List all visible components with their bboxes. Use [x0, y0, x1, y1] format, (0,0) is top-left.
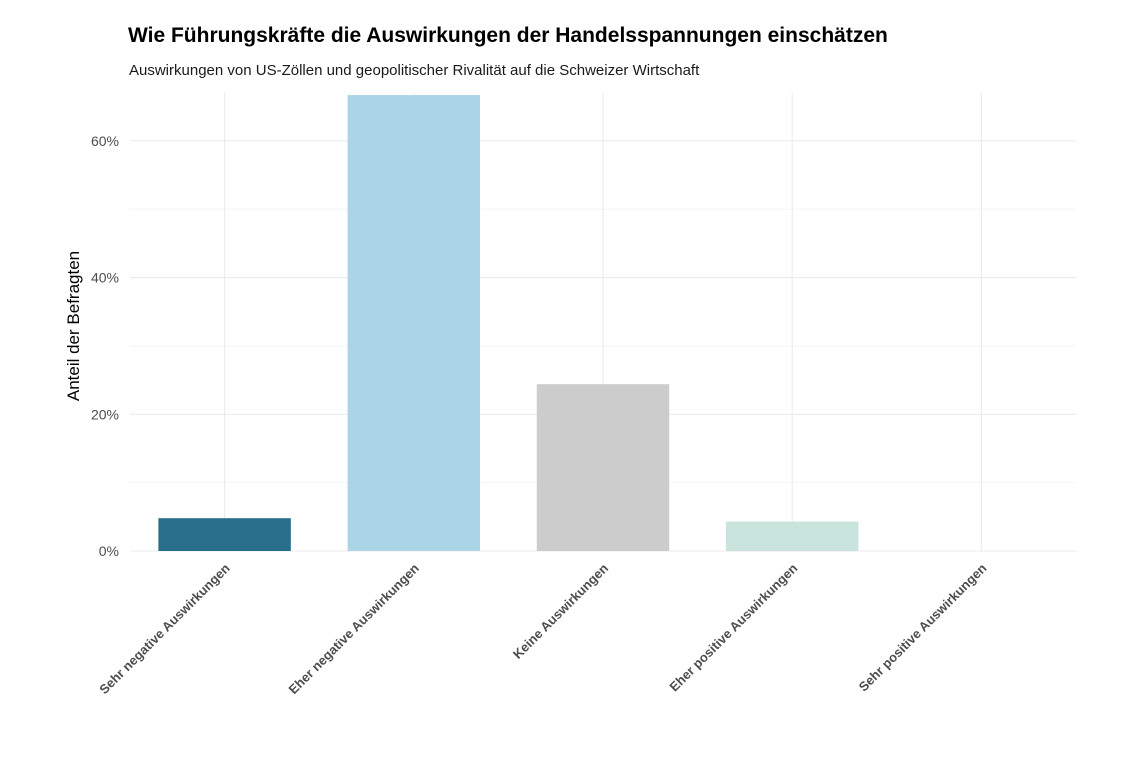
bar: [536, 384, 670, 551]
bars: [158, 95, 859, 551]
x-axis-labels: Sehr negative Auswirkungen Eher negative …: [96, 560, 989, 696]
bar: [725, 521, 859, 551]
x-tick-label: Keine Auswirkungen: [510, 560, 611, 661]
y-tick-label: 40%: [91, 270, 119, 286]
y-tick-label: 0%: [99, 543, 119, 559]
y-tick-label: 60%: [91, 133, 119, 149]
grid-lines: [130, 93, 1076, 552]
x-tick-label: Sehr positive Auswirkungen: [856, 560, 990, 694]
bar: [158, 518, 291, 551]
y-axis-title: Anteil der Befragten: [64, 251, 83, 401]
x-tick-label: Eher positive Auswirkungen: [666, 560, 800, 694]
x-tick-label: Eher negative Auswirkungen: [285, 560, 421, 696]
y-axis-ticks: 0% 20% 40% 60%: [91, 133, 119, 559]
chart-title: Wie Führungskräfte die Auswirkungen der …: [128, 24, 888, 47]
x-tick-label: Sehr negative Auswirkungen: [96, 560, 232, 696]
bar: [347, 95, 481, 551]
y-tick-label: 20%: [91, 406, 119, 422]
chart-subtitle: Auswirkungen von US-Zöllen und geopoliti…: [129, 62, 700, 79]
